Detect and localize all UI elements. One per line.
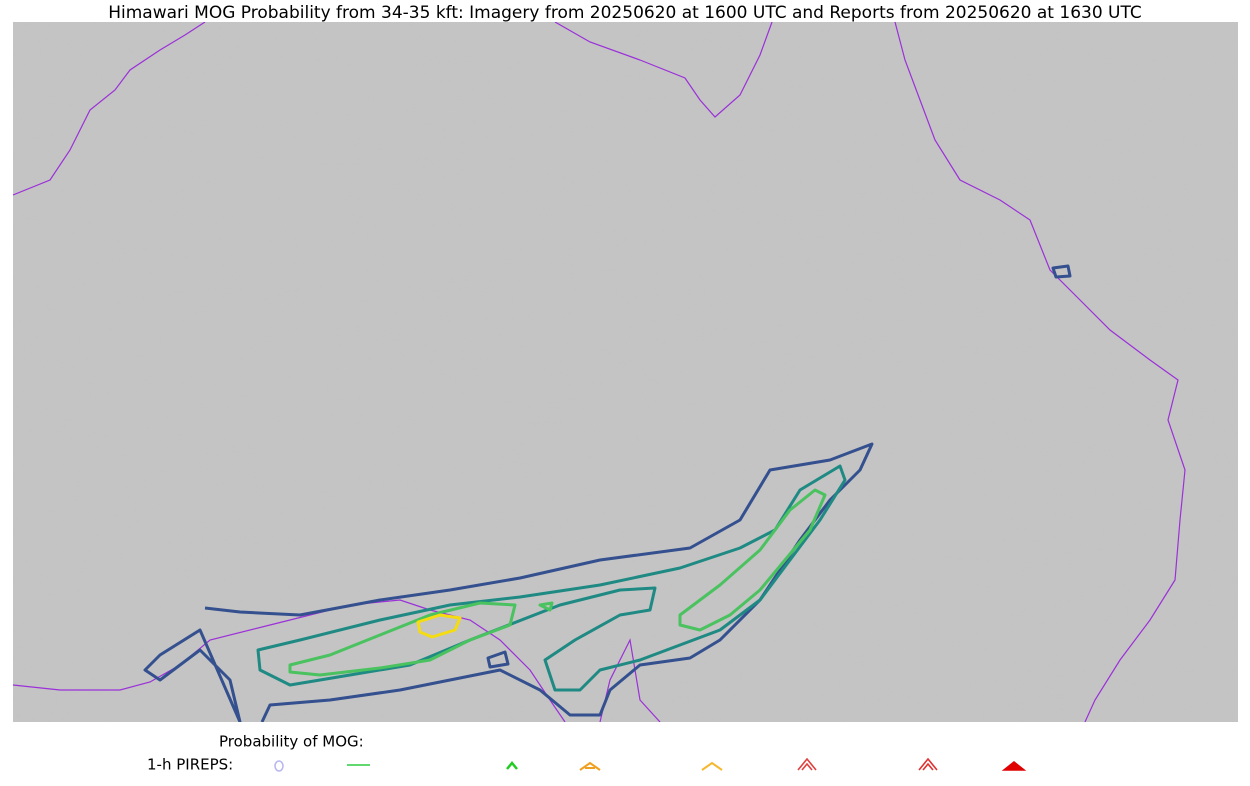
contour-20 [256,464,847,692]
contour-33 [288,488,827,677]
contours [143,264,1072,722]
icon-extreme [1001,760,1027,771]
imagery-texture [13,22,1238,722]
icon-lgt-mod [579,761,601,771]
icon-sev [918,757,938,771]
icon-mod [701,761,723,771]
map [13,22,1238,722]
icon-neg [274,760,284,772]
icon-ltg [506,761,518,770]
pirep-icons [274,757,1027,772]
legend: Probability of MOG: 1-h PIREPS: [147,733,1027,774]
icon-mod-sev [797,757,817,771]
title: Himawari MOG Probability from 34-35 kft:… [108,3,1142,23]
pirep-title: 1-h PIREPS: [147,756,233,774]
contour-50 [416,613,462,639]
legend-title: Probability of MOG: [219,733,364,751]
